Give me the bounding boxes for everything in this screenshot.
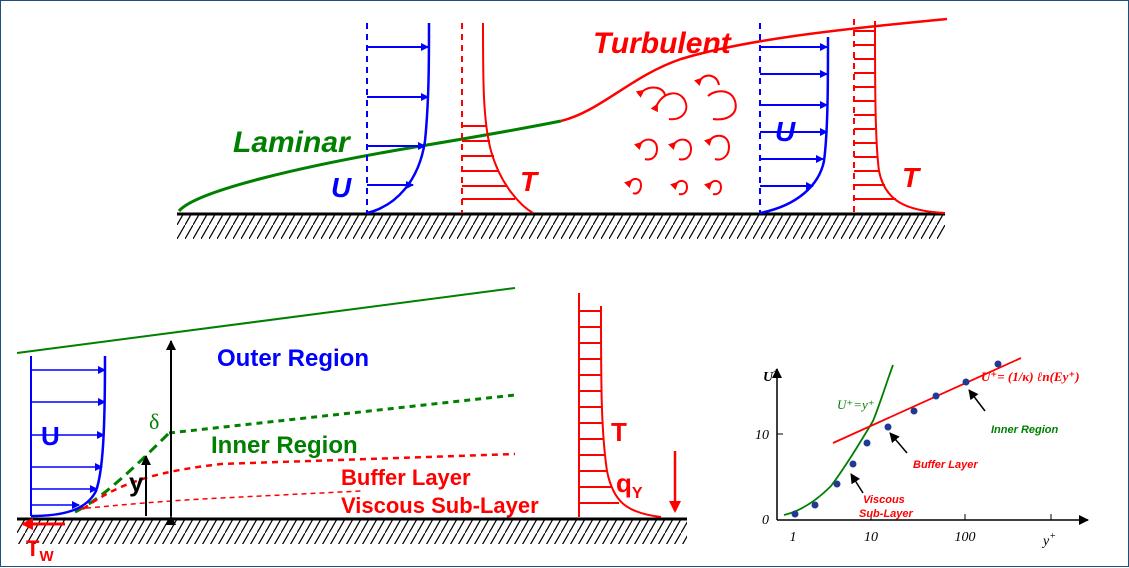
bl-temperature-label: T	[611, 417, 627, 447]
data-point	[932, 392, 940, 400]
heat-flux-label: qY	[616, 468, 643, 502]
plot-data-points	[791, 360, 1002, 518]
plot-x-axis-label: y+	[1041, 531, 1056, 549]
heat-flux-symbol: q	[616, 468, 632, 498]
data-point	[884, 423, 892, 431]
plot-x-axis-superscript: +	[1049, 531, 1056, 542]
y-tick-0: 0	[762, 513, 769, 528]
wall-shear-subscript: W	[39, 548, 54, 565]
right-velocity-arrows	[760, 43, 828, 190]
bl-velocity-label: U	[41, 421, 60, 451]
left-velocity-arrows	[367, 43, 429, 189]
plot-buffer-layer-label: Buffer Layer	[913, 459, 978, 471]
plot-y-axis-symbol: U	[763, 370, 774, 385]
top-wall-hatch	[177, 215, 945, 239]
plot-x-axis-symbol: y	[1041, 534, 1050, 549]
plot-viscous-label-line1: Viscous	[863, 494, 905, 506]
y-label: y	[129, 467, 144, 497]
right-temperature-lines	[854, 30, 896, 200]
turbulent-label: Turbulent	[593, 27, 733, 60]
x-tick-10: 10	[864, 530, 878, 545]
inner-region-label: Inner Region	[211, 432, 358, 459]
top-panel: Laminar Turbulent U T U T	[177, 17, 948, 239]
right-temperature-label: T	[902, 162, 922, 193]
eddy-icon	[703, 179, 723, 196]
eddy-icon	[703, 134, 731, 161]
turbulent-edge-curve	[560, 17, 948, 123]
left-velocity-label: U	[331, 172, 352, 203]
left-temperature-label: T	[520, 166, 540, 197]
wall-shear-symbol: T	[26, 536, 40, 561]
right-velocity-label: U	[775, 116, 796, 147]
data-point	[811, 501, 819, 509]
data-point	[962, 378, 970, 386]
bl-velocity-arrows	[31, 366, 106, 509]
viscous-sublayer-boundary	[76, 490, 362, 510]
plot-y-axis-superscript: +	[773, 367, 779, 378]
eddy-icon	[635, 86, 666, 98]
viscous-sublayer-pointer	[850, 473, 864, 494]
linear-law-label: U⁺=y⁺	[837, 397, 875, 412]
turbulent-eddies	[623, 74, 737, 196]
y-tick-10: 10	[755, 428, 769, 443]
laminar-edge-curve	[177, 119, 562, 213]
plot-inner-region-label: Inner Region	[991, 424, 1059, 436]
law-of-wall-plot: U+ y+ 1 10 100 0 10 U⁺=y⁺ U⁺= (1/κ) ℓn(E…	[755, 357, 1089, 549]
buffer-layer-label: Buffer Layer	[341, 465, 471, 490]
log-law-line	[832, 357, 1022, 444]
viscous-sublayer-label: Viscous Sub-Layer	[341, 493, 539, 518]
buffer-layer-pointer	[889, 432, 908, 454]
outer-edge-line	[16, 287, 516, 354]
data-point	[849, 460, 857, 468]
eddy-icon	[707, 90, 737, 121]
left-velocity-profile-curve	[366, 22, 431, 215]
linear-law-curve	[783, 364, 894, 516]
eddy-icon	[623, 177, 643, 195]
x-tick-1: 1	[790, 530, 797, 545]
x-tick-100: 100	[955, 530, 976, 545]
data-point	[791, 510, 799, 518]
bottom-left-panel: Outer Region Inner Region Buffer Layer V…	[16, 287, 687, 565]
inner-region-boundary	[74, 431, 171, 514]
wall-shear-label: TW	[26, 536, 54, 565]
laminar-label: Laminar	[233, 126, 352, 159]
plot-ticks	[777, 433, 1052, 520]
inner-region-pointer	[968, 389, 986, 412]
inner-region-boundary-outer	[168, 393, 516, 435]
bl-temperature-profile-curve	[600, 305, 662, 518]
data-point	[833, 480, 841, 488]
outer-region-label: Outer Region	[217, 345, 369, 372]
left-temperature-lines	[462, 125, 515, 200]
plot-viscous-label-line2: Sub-Layer	[859, 508, 914, 520]
eddy-icon	[633, 138, 659, 161]
eddy-icon	[667, 138, 693, 161]
eddy-icon	[650, 92, 688, 121]
left-temperature-profile-curve	[482, 22, 534, 214]
delta-label: δ	[149, 409, 159, 434]
plot-y-axis-label: U+	[763, 367, 779, 385]
data-point	[910, 407, 918, 415]
bottom-wall-hatch	[17, 520, 687, 544]
data-point	[994, 360, 1002, 368]
log-law-label: U⁺= (1/κ) ℓn(Ey⁺)	[981, 369, 1080, 384]
eddy-icon	[693, 74, 720, 87]
heat-flux-subscript: Y	[632, 485, 643, 502]
bl-temperature-lines	[579, 310, 619, 504]
eddy-icon	[669, 179, 689, 196]
right-temperature-profile-curve	[874, 20, 946, 214]
data-point	[863, 439, 871, 447]
